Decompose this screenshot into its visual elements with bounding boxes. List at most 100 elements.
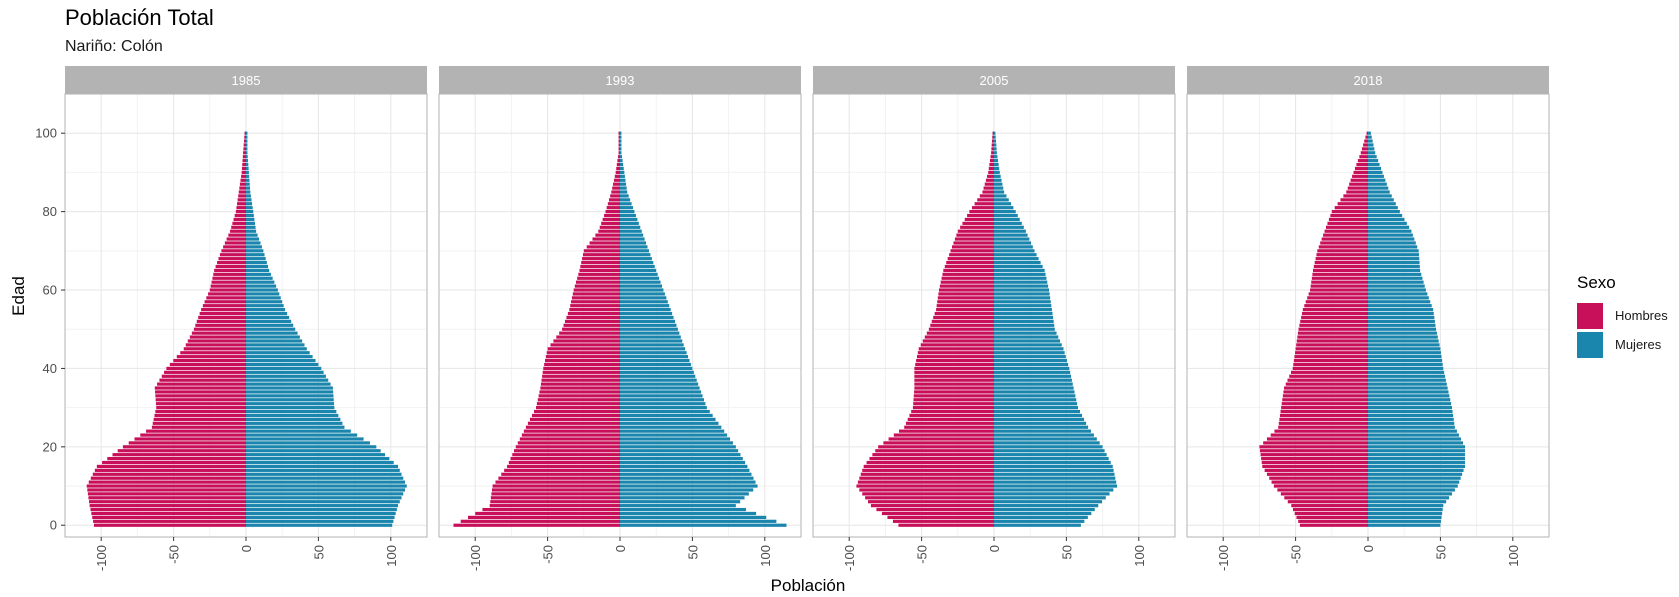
bar-hombres — [616, 166, 620, 171]
bar-hombres — [233, 217, 246, 222]
bar-mujeres — [1368, 449, 1466, 453]
bar-hombres — [936, 308, 994, 312]
bar-hombres — [1304, 304, 1368, 308]
bar-hombres — [507, 464, 620, 469]
bar-hombres — [214, 268, 246, 273]
bar-mujeres — [620, 170, 625, 175]
bar-hombres — [618, 135, 620, 139]
bar-mujeres — [1368, 139, 1373, 143]
bar-hombres — [574, 284, 620, 288]
bar-hombres — [865, 496, 994, 500]
bar-mujeres — [1368, 233, 1413, 237]
bar-hombres — [521, 433, 620, 437]
bar-mujeres — [620, 229, 642, 233]
bar-hombres — [531, 413, 620, 418]
bar-mujeres — [246, 272, 271, 276]
bar-mujeres — [994, 217, 1020, 222]
bar-hombres — [94, 468, 246, 472]
bar-hombres — [211, 280, 246, 284]
bar-hombres — [155, 409, 246, 414]
chart-title: Población Total — [65, 5, 214, 30]
bar-mujeres — [1368, 523, 1441, 527]
bar-mujeres — [994, 257, 1039, 261]
bar-mujeres — [246, 174, 250, 178]
bar-mujeres — [1368, 241, 1416, 245]
bar-mujeres — [1368, 374, 1446, 378]
bar-hombres — [1271, 480, 1368, 484]
bar-hombres — [1287, 500, 1368, 504]
bar-hombres — [914, 386, 994, 390]
bar-mujeres — [994, 378, 1072, 382]
bar-hombres — [1270, 433, 1368, 437]
bar-hombres — [613, 178, 620, 182]
bar-mujeres — [246, 206, 253, 210]
bar-mujeres — [1368, 488, 1455, 492]
bar-mujeres — [1368, 147, 1375, 151]
bar-hombres — [991, 147, 994, 151]
bar-mujeres — [1368, 198, 1394, 202]
bar-mujeres — [994, 249, 1035, 253]
bar-hombres — [492, 484, 620, 488]
bar-hombres — [1328, 217, 1368, 222]
bar-mujeres — [620, 390, 702, 394]
bar-hombres — [1310, 284, 1368, 288]
bar-mujeres — [994, 433, 1094, 437]
facet-strip-label: 1993 — [606, 73, 635, 88]
bar-hombres — [1364, 139, 1368, 143]
bar-hombres — [1281, 406, 1368, 410]
bar-hombres — [1294, 511, 1368, 516]
bar-hombres — [237, 198, 246, 202]
bar-hombres — [582, 257, 620, 261]
bar-mujeres — [994, 370, 1071, 374]
bar-mujeres — [1368, 519, 1441, 523]
bar-mujeres — [1368, 131, 1371, 135]
bar-hombres — [1363, 143, 1368, 147]
bar-hombres — [977, 198, 994, 202]
bar-hombres — [606, 206, 620, 210]
bar-hombres — [1359, 155, 1368, 159]
bar-hombres — [1293, 358, 1368, 363]
bar-mujeres — [620, 276, 660, 280]
bar-hombres — [173, 358, 246, 363]
bar-hombres — [942, 272, 994, 276]
bar-mujeres — [1368, 366, 1444, 371]
bar-hombres — [1346, 190, 1368, 194]
bar-mujeres — [994, 162, 999, 167]
bar-hombres — [1353, 170, 1368, 175]
bar-hombres — [608, 198, 620, 202]
bar-mujeres — [1368, 358, 1443, 363]
bar-hombres — [519, 437, 620, 441]
bar-hombres — [924, 335, 994, 339]
bar-hombres — [187, 339, 246, 343]
bar-mujeres — [1368, 253, 1419, 257]
bar-mujeres — [620, 296, 667, 300]
bar-mujeres — [620, 504, 736, 508]
facet-strip-label: 1985 — [232, 73, 261, 88]
bar-hombres — [913, 402, 994, 406]
x-tick-label: -100 — [1216, 545, 1231, 571]
facet-strip — [65, 66, 427, 94]
bar-mujeres — [620, 272, 658, 276]
bar-hombres — [241, 174, 246, 178]
bar-mujeres — [1368, 492, 1452, 496]
bar-hombres — [218, 257, 246, 261]
bar-mujeres — [1368, 229, 1412, 233]
bar-hombres — [579, 268, 620, 273]
bar-hombres — [242, 162, 246, 167]
bar-hombres — [881, 511, 994, 516]
x-tick-label: 100 — [384, 545, 399, 567]
bar-hombres — [956, 233, 994, 237]
bar-mujeres — [620, 441, 733, 445]
bar-hombres — [566, 315, 620, 320]
legend-key-hombres — [1577, 302, 1603, 329]
bar-mujeres — [994, 500, 1103, 504]
bar-mujeres — [246, 511, 396, 516]
bar-mujeres — [246, 198, 252, 202]
bar-mujeres — [620, 139, 622, 143]
bar-hombres — [937, 296, 994, 300]
bar-mujeres — [246, 178, 250, 182]
bar-mujeres — [1368, 155, 1377, 159]
bar-mujeres — [994, 362, 1069, 367]
bar-hombres — [208, 292, 246, 296]
bar-hombres — [107, 456, 246, 461]
